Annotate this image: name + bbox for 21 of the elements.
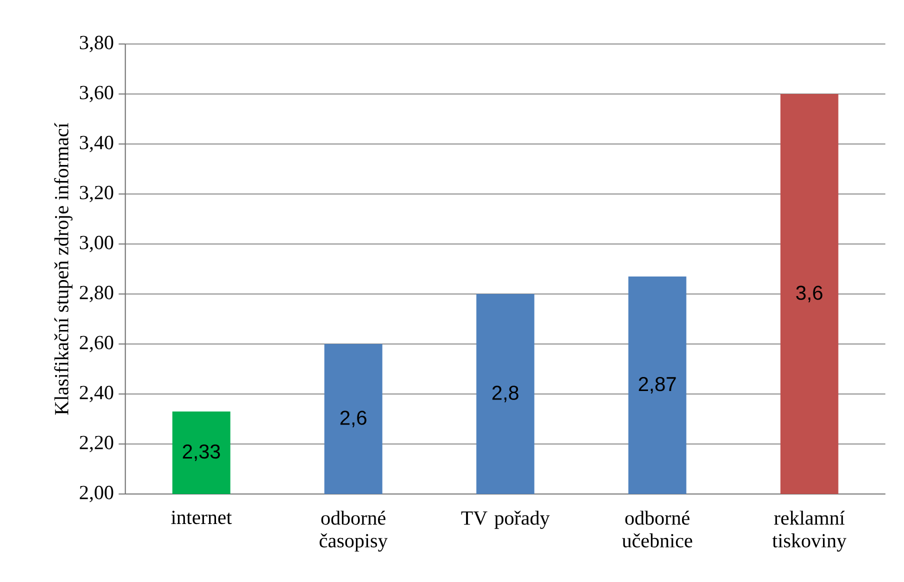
y-tick-label: 2,80: [80, 286, 114, 302]
x-tick-label: TV pořady: [461, 510, 550, 529]
y-tick-label: 3,20: [80, 186, 114, 202]
x-tick-label: internet: [171, 510, 232, 524]
data-label: 2,33: [182, 444, 220, 461]
data-label: 3,6: [796, 286, 822, 302]
y-tick-label: 3,40: [80, 136, 114, 152]
data-label: 2,6: [340, 410, 366, 428]
x-tick-label: odborné časopisy: [320, 510, 388, 552]
y-tick-label: 2,20: [80, 436, 114, 452]
y-axis-title: Klasifikační stupeň zdroje informací: [54, 122, 72, 415]
y-tick-label: 2,00: [80, 486, 114, 502]
data-label: 2,8: [492, 386, 518, 402]
y-tick-label: 3,80: [80, 36, 114, 52]
y-tick-label: 3,00: [80, 236, 114, 252]
y-tick-label: 2,60: [80, 336, 114, 352]
y-tick-label: 3,60: [80, 86, 114, 102]
x-tick-label: reklamní tiskoviny: [772, 510, 846, 552]
data-label: 2,87: [638, 376, 676, 394]
x-tick-label: odborné učebnice: [622, 510, 692, 548]
y-tick-label: 2,40: [80, 386, 114, 402]
